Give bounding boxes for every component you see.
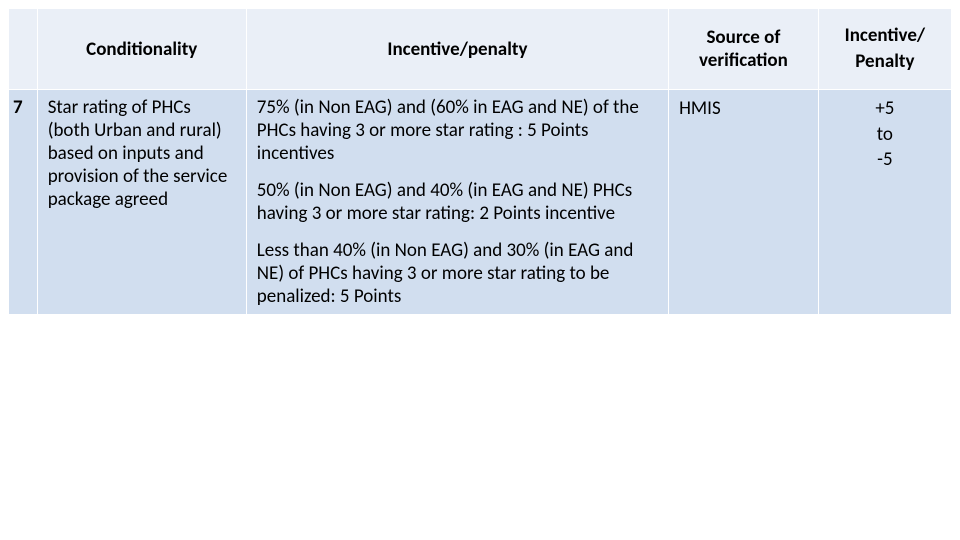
incentive-para-3: Less than 40% (in Non EAG) and 30% (in E…: [257, 239, 658, 308]
source-text: HMIS: [679, 96, 808, 122]
cell-conditionality: Star rating of PHCs (both Urban and rura…: [37, 90, 246, 315]
header-num: [9, 9, 38, 90]
penalty-line-1: +5: [829, 96, 941, 122]
cell-row-number: 7: [9, 90, 38, 315]
header-incentive-penalty: Incentive/penalty: [246, 9, 668, 90]
slide-container: Conditionality Incentive/penalty Source …: [0, 0, 960, 540]
incentive-para-1: 75% (in Non EAG) and (60% in EAG and NE)…: [257, 96, 658, 165]
table-row: 7 Star rating of PHCs (both Urban and ru…: [9, 90, 952, 315]
penalty-line-3: -5: [829, 147, 941, 173]
header-penalty-line1: Incentive/: [829, 23, 941, 49]
table-header-row: Conditionality Incentive/penalty Source …: [9, 9, 952, 90]
header-conditionality: Conditionality: [37, 9, 246, 90]
cell-source: HMIS: [669, 90, 819, 315]
penalty-line-2: to: [829, 122, 941, 148]
header-penalty: Incentive/ Penalty: [818, 9, 951, 90]
cell-penalty-range: +5 to -5: [818, 90, 951, 315]
incentive-para-2: 50% (in Non EAG) and 40% (in EAG and NE)…: [257, 179, 658, 225]
header-penalty-line2: Penalty: [829, 49, 941, 75]
conditionality-table: Conditionality Incentive/penalty Source …: [8, 8, 952, 315]
header-source: Source of verification: [669, 9, 819, 90]
cell-incentive-penalty: 75% (in Non EAG) and (60% in EAG and NE)…: [246, 90, 668, 315]
